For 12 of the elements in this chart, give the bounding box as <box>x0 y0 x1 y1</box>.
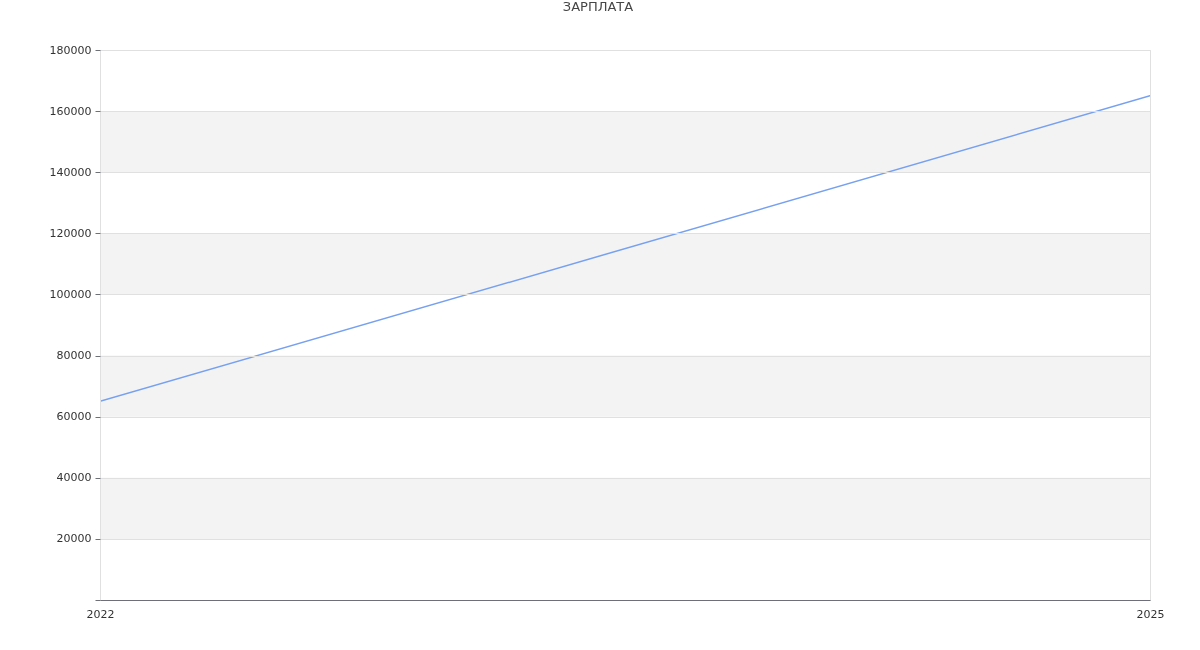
y-tick-label: 160000 <box>49 104 92 118</box>
chart-title: ЗАРПЛАТА <box>562 0 634 14</box>
y-tick-label: 100000 <box>49 287 92 301</box>
y-tick-label: 80000 <box>56 349 92 363</box>
x-tick-label: 2025 <box>1136 607 1165 621</box>
y-tick-label: 20000 <box>56 532 92 546</box>
y-tick-label: 120000 <box>49 226 92 240</box>
y-tick-label: 60000 <box>56 410 92 424</box>
y-tick-label: 140000 <box>49 165 92 179</box>
x-tick-label: 2022 <box>86 607 115 621</box>
y-tick-label: 40000 <box>56 471 92 485</box>
y-tick-label: 180000 <box>49 43 92 57</box>
